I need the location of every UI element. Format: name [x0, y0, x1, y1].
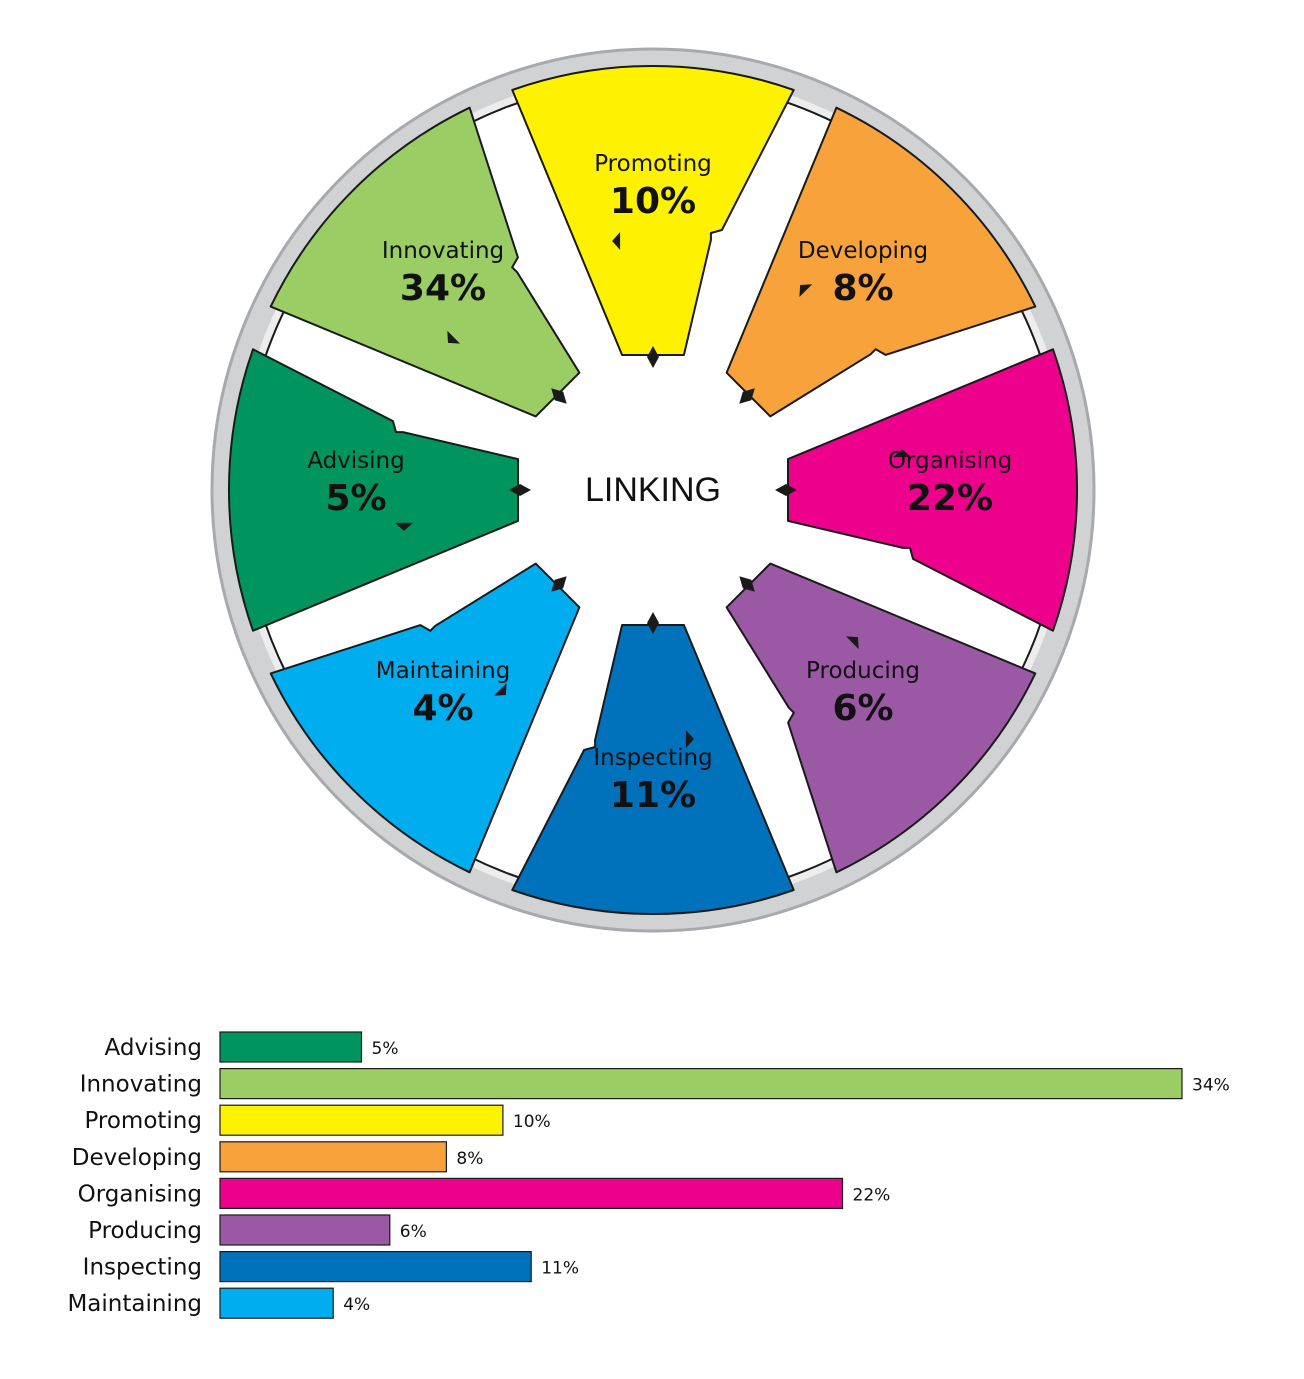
bar-value-organising: 22% — [853, 1185, 891, 1205]
segment-label-promoting: Promoting — [594, 151, 712, 177]
bar-promoting — [219, 1104, 504, 1136]
arrow-tick-icon — [493, 683, 507, 696]
connector-diamond-icon — [647, 346, 659, 368]
center-label: LINKING — [585, 471, 721, 509]
segment-value-advising: 5% — [325, 478, 386, 519]
connector-diamond-icon — [647, 612, 659, 634]
segment-value-organising: 22% — [907, 478, 993, 519]
bar-value-maintaining: 4% — [343, 1295, 370, 1315]
bar-category-developing: Developing — [72, 1145, 202, 1171]
segment-label-producing: Producing — [806, 658, 920, 684]
connector-diamond-icon — [551, 576, 567, 592]
segment-value-maintaining: 4% — [412, 688, 473, 729]
segment-value-inspecting: 11% — [610, 775, 696, 816]
bar-group: Advising 5% Innovating 34% Promoting 10% Devel… — [67, 1031, 1230, 1319]
bar-category-innovating: Innovating — [80, 1072, 202, 1098]
wheel-segment-developing — [725, 106, 1037, 418]
connector-diamond-icon — [739, 388, 755, 404]
bar-organising — [219, 1177, 844, 1209]
connector-diamond-icon — [551, 388, 567, 404]
bar-advising — [219, 1031, 363, 1063]
bar-innovating — [219, 1067, 1183, 1100]
segment-value-promoting: 10% — [610, 181, 696, 222]
bar-category-promoting: Promoting — [84, 1108, 202, 1134]
segment-value-producing: 6% — [832, 688, 893, 729]
wheel-segments: Promoting 10% Developing 8% Organising 22% Pro… — [228, 65, 1078, 915]
wheel-segment-maintaining — [269, 562, 581, 874]
wheel-segment-promoting — [511, 65, 795, 356]
bar-category-advising: Advising — [105, 1035, 202, 1061]
wheel-segment-inspecting — [511, 624, 795, 915]
segment-label-inspecting: Inspecting — [593, 745, 712, 771]
wheel-segment-producing — [725, 562, 1037, 874]
bar-category-inspecting: Inspecting — [83, 1255, 202, 1281]
bar-category-organising: Organising — [78, 1181, 202, 1207]
segment-value-developing: 8% — [832, 268, 893, 309]
bar-developing — [219, 1141, 447, 1173]
linking-wheel-chart: Promoting 10% Developing 8% Organising 22% Pro… — [210, 47, 1096, 933]
bar-value-developing: 8% — [456, 1149, 483, 1169]
arrow-tick-icon — [846, 636, 859, 650]
bar-value-advising: 5% — [372, 1039, 399, 1059]
bar-category-maintaining: Maintaining — [67, 1291, 202, 1317]
arrow-tick-icon — [685, 730, 694, 748]
segment-label-maintaining: Maintaining — [376, 658, 511, 684]
connector-diamond-icon — [775, 484, 797, 496]
wheel-segment-organising — [787, 348, 1078, 632]
arrow-tick-icon — [447, 330, 460, 344]
segment-value-innovating: 34% — [400, 268, 486, 309]
arrow-tick-icon — [612, 232, 621, 250]
segment-label-developing: Developing — [798, 238, 928, 264]
bar-value-producing: 6% — [400, 1222, 427, 1242]
bar-category-producing: Producing — [88, 1218, 202, 1244]
bar-value-promoting: 10% — [513, 1112, 551, 1132]
bar-value-inspecting: 11% — [541, 1259, 579, 1279]
connector-diamond-icon — [739, 576, 755, 592]
segment-label-organising: Organising — [888, 448, 1012, 474]
bar-inspecting — [219, 1251, 532, 1283]
arrow-tick-icon — [799, 284, 813, 297]
wheel-segment-innovating — [269, 106, 581, 418]
bar-value-innovating: 34% — [1192, 1076, 1230, 1096]
arrow-tick-icon — [395, 522, 413, 531]
wheel-segment-advising — [228, 348, 519, 632]
connector-diamond-icon — [509, 484, 531, 496]
horizontal-bar-chart: Advising 5% Innovating 34% Promoting 10% Devel… — [67, 1031, 1230, 1319]
arrow-tick-icon — [893, 449, 911, 458]
segment-label-innovating: Innovating — [382, 238, 504, 264]
segment-label-advising: Advising — [307, 448, 404, 474]
bar-producing — [219, 1214, 391, 1246]
bar-maintaining — [219, 1287, 334, 1319]
